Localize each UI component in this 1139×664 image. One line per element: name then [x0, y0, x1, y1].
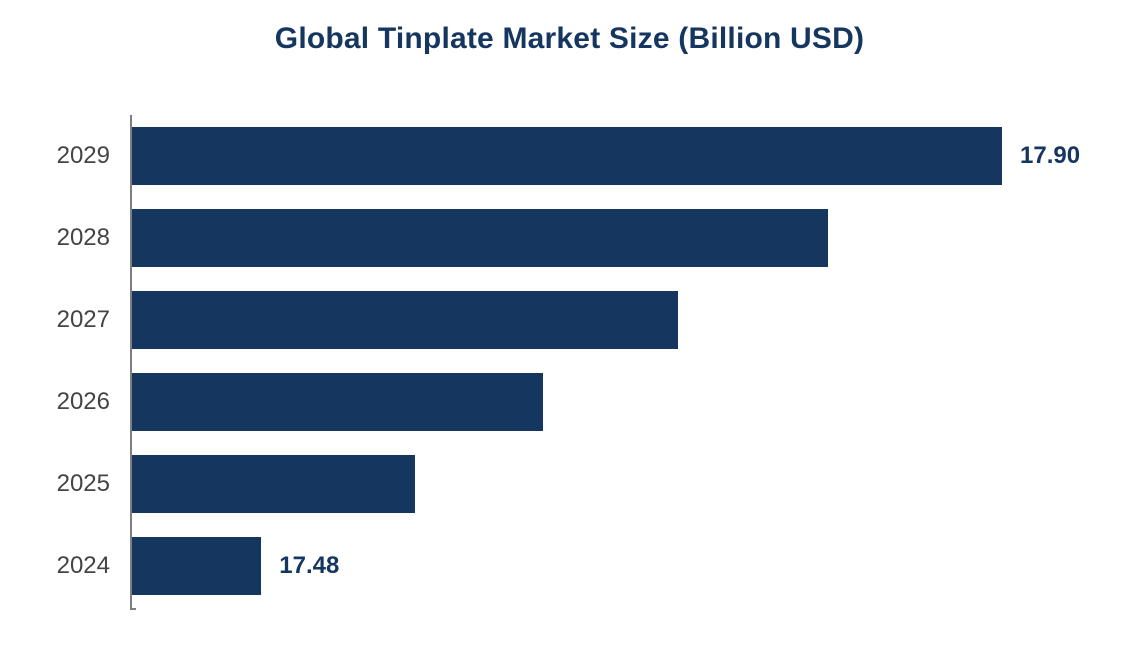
bar-row: 2027 — [130, 279, 1000, 361]
chart-title: Global Tinplate Market Size (Billion USD… — [0, 22, 1139, 56]
bar — [132, 291, 678, 349]
bar-row: 2026 — [130, 361, 1000, 443]
y-axis-label: 2025 — [57, 470, 110, 498]
bar — [132, 455, 415, 513]
bar — [132, 373, 543, 431]
bar-row: 202917.90 — [130, 115, 1000, 197]
bar-row: 2025 — [130, 443, 1000, 525]
bar-value-label: 17.90 — [1020, 142, 1080, 170]
bar — [132, 209, 828, 267]
bar — [132, 537, 261, 595]
y-axis-label: 2027 — [57, 306, 110, 334]
x-axis-tick — [130, 608, 136, 610]
y-axis-label: 2026 — [57, 388, 110, 416]
y-axis-label: 2024 — [57, 552, 110, 580]
plot-area: 202917.902028202720262025202417.48 — [130, 115, 1000, 610]
bar-value-label: 17.48 — [279, 552, 339, 580]
y-axis-label: 2029 — [57, 142, 110, 170]
y-axis-label: 2028 — [57, 224, 110, 252]
bar-chart: Global Tinplate Market Size (Billion USD… — [0, 0, 1139, 664]
bar — [132, 127, 1002, 185]
bar-row: 2028 — [130, 197, 1000, 279]
bar-row: 202417.48 — [130, 525, 1000, 607]
